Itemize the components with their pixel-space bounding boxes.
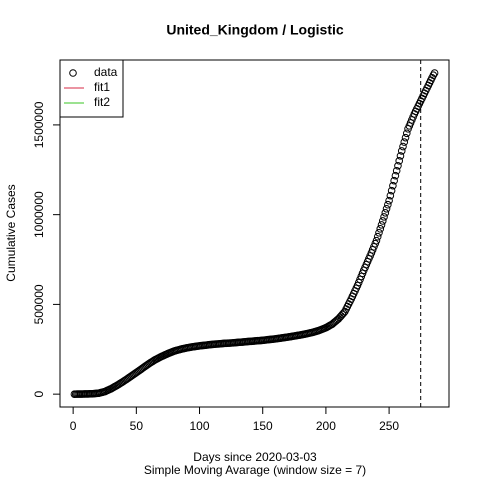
data-point: [400, 138, 409, 146]
data-point: [380, 213, 388, 221]
data-point: [391, 171, 400, 180]
x-tick-label: 250: [379, 419, 399, 433]
chart-title: United_Kingdom / Logistic: [166, 22, 344, 38]
legend-symbol: [69, 69, 77, 77]
data-point: [376, 225, 385, 233]
subtitle: Simple Moving Avarage (window size = 7): [144, 463, 366, 477]
legend-label: data: [94, 65, 118, 79]
data-point: [375, 228, 383, 237]
data-point: [397, 147, 406, 155]
data-point: [385, 196, 393, 205]
data-point: [387, 186, 396, 195]
data-point: [382, 204, 391, 213]
data-point: [394, 161, 402, 170]
data-point: [378, 217, 387, 225]
data-point: [401, 133, 410, 142]
y-tick-label: 0: [32, 390, 46, 397]
data-point: [396, 152, 405, 160]
x-axis-label: Days since 2020-03-03: [193, 450, 317, 464]
data-point: [430, 69, 439, 77]
y-axis-label: Cumulative Cases: [4, 184, 18, 281]
data-point: [399, 142, 407, 151]
data-point: [373, 232, 382, 241]
legend-label: fit1: [94, 80, 110, 94]
plot-box: [59, 59, 450, 408]
data-point: [384, 200, 392, 209]
data-point: [390, 176, 398, 185]
data-point: [402, 129, 411, 138]
data-point: [377, 221, 386, 229]
data-point: [386, 191, 395, 200]
y-tick-label: 500000: [32, 284, 46, 324]
data-point: [333, 316, 342, 324]
data-point: [429, 71, 438, 79]
x-tick-label: 0: [70, 419, 77, 433]
y-tick-label: 1500000: [32, 101, 46, 148]
x-tick-label: 100: [190, 419, 210, 433]
data-point: [389, 181, 397, 190]
data-point: [372, 236, 381, 245]
data-point: [339, 309, 348, 317]
y-tick-label: 1000000: [32, 191, 46, 238]
x-tick-label: 200: [316, 419, 336, 433]
data-point: [381, 209, 390, 217]
legend-label: fit2: [94, 95, 110, 109]
x-tick-label: 50: [130, 419, 144, 433]
data-point: [392, 166, 401, 175]
data-point: [395, 157, 404, 165]
x-tick-label: 150: [253, 419, 273, 433]
